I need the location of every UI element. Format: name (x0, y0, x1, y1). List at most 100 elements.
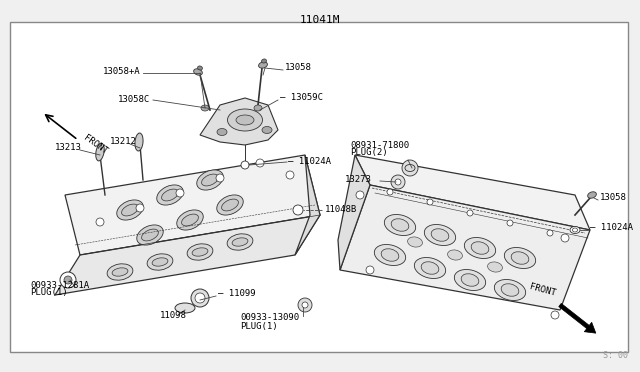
Ellipse shape (122, 204, 138, 216)
Text: 11041M: 11041M (300, 15, 340, 25)
Polygon shape (65, 155, 320, 255)
Circle shape (302, 302, 308, 308)
Circle shape (507, 220, 513, 226)
Ellipse shape (217, 195, 243, 215)
Text: PLUG(1): PLUG(1) (30, 289, 68, 298)
Circle shape (467, 210, 473, 216)
Ellipse shape (421, 262, 439, 274)
Ellipse shape (471, 242, 489, 254)
Text: 13058+A: 13058+A (102, 67, 140, 77)
Ellipse shape (192, 248, 208, 256)
Polygon shape (55, 215, 320, 295)
Ellipse shape (135, 133, 143, 151)
Ellipse shape (194, 69, 202, 75)
Text: 11048B: 11048B (325, 205, 357, 215)
Circle shape (427, 199, 433, 205)
Polygon shape (340, 185, 590, 310)
Ellipse shape (236, 115, 254, 125)
Ellipse shape (177, 210, 204, 230)
Text: — 11024A: — 11024A (288, 157, 331, 167)
Text: — 13059C: — 13059C (280, 93, 323, 103)
Ellipse shape (175, 303, 195, 313)
Ellipse shape (152, 258, 168, 266)
Ellipse shape (262, 59, 266, 63)
Text: 00933-1281A: 00933-1281A (30, 280, 89, 289)
Ellipse shape (196, 170, 223, 190)
Ellipse shape (374, 244, 406, 266)
Circle shape (547, 230, 553, 236)
Ellipse shape (414, 257, 445, 279)
Text: PLUG(2): PLUG(2) (350, 148, 388, 157)
Ellipse shape (588, 192, 596, 198)
Ellipse shape (501, 284, 519, 296)
Text: — 11099: — 11099 (218, 289, 255, 298)
Ellipse shape (201, 105, 209, 111)
Circle shape (241, 161, 249, 169)
Circle shape (96, 218, 104, 226)
Text: 13213: 13213 (55, 144, 82, 153)
Ellipse shape (454, 269, 486, 291)
Text: S: 00: S: 00 (603, 351, 628, 360)
Circle shape (356, 191, 364, 199)
Ellipse shape (465, 237, 495, 259)
Ellipse shape (461, 274, 479, 286)
Circle shape (395, 179, 401, 185)
Ellipse shape (147, 254, 173, 270)
Ellipse shape (157, 185, 183, 205)
Ellipse shape (424, 224, 456, 246)
Circle shape (402, 160, 418, 176)
Text: FRONT: FRONT (82, 133, 109, 156)
Ellipse shape (405, 164, 415, 171)
Circle shape (298, 298, 312, 312)
Ellipse shape (259, 62, 268, 68)
Circle shape (561, 234, 569, 242)
Circle shape (366, 266, 374, 274)
Polygon shape (295, 155, 320, 255)
Text: 13273: 13273 (345, 176, 372, 185)
Ellipse shape (570, 227, 580, 234)
Circle shape (256, 159, 264, 167)
Text: 08931-71800: 08931-71800 (350, 141, 409, 150)
Ellipse shape (137, 225, 163, 245)
Ellipse shape (254, 105, 262, 111)
Circle shape (293, 205, 303, 215)
Ellipse shape (385, 215, 415, 235)
Ellipse shape (112, 268, 128, 276)
Ellipse shape (107, 264, 133, 280)
Ellipse shape (187, 244, 213, 260)
Circle shape (60, 272, 76, 288)
Ellipse shape (202, 174, 218, 186)
Circle shape (176, 189, 184, 197)
Circle shape (551, 311, 559, 319)
Text: PLUG(1): PLUG(1) (240, 323, 278, 331)
Circle shape (216, 174, 224, 182)
Ellipse shape (141, 229, 159, 241)
Circle shape (195, 293, 205, 303)
Ellipse shape (116, 200, 143, 220)
Text: 13058: 13058 (285, 64, 312, 73)
Ellipse shape (494, 279, 525, 301)
Polygon shape (355, 155, 590, 230)
Circle shape (286, 171, 294, 179)
Ellipse shape (431, 229, 449, 241)
Ellipse shape (96, 143, 104, 161)
Ellipse shape (217, 128, 227, 135)
Ellipse shape (391, 219, 409, 231)
Text: FRONT: FRONT (528, 282, 556, 298)
Ellipse shape (221, 199, 239, 211)
Text: 13058: 13058 (600, 193, 627, 202)
Circle shape (391, 175, 405, 189)
Ellipse shape (227, 109, 262, 131)
Ellipse shape (161, 189, 179, 201)
FancyBboxPatch shape (10, 22, 628, 352)
Circle shape (191, 289, 209, 307)
Ellipse shape (511, 252, 529, 264)
Ellipse shape (182, 214, 198, 226)
Ellipse shape (488, 262, 502, 272)
Polygon shape (338, 155, 370, 270)
Ellipse shape (573, 228, 577, 232)
Text: — 11024A: — 11024A (590, 224, 633, 232)
Text: 13058C: 13058C (118, 96, 150, 105)
Text: 13212: 13212 (110, 138, 137, 147)
Ellipse shape (381, 249, 399, 261)
